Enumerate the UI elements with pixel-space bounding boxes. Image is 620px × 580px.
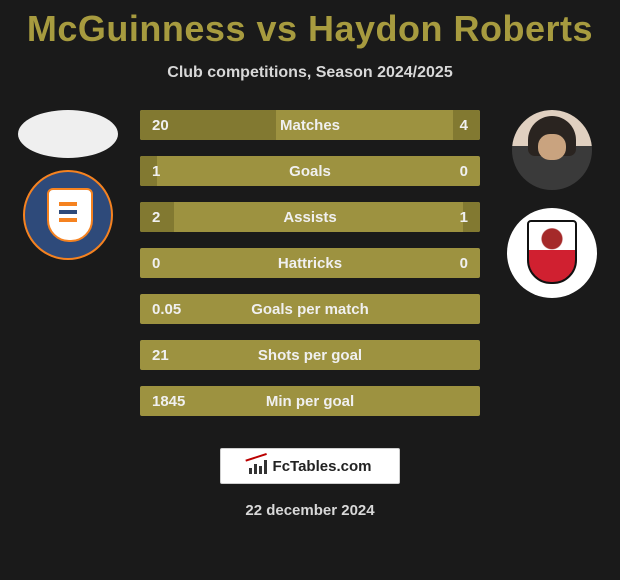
stat-bars: 20 Matches 4 1 Goals 0 2 Assists 1 0 Hattricks 0 0.0… bbox=[140, 110, 480, 432]
comparison-content: 20 Matches 4 1 Goals 0 2 Assists 1 0 Hattricks 0 0.0… bbox=[0, 110, 620, 430]
player-left-photo bbox=[18, 110, 118, 158]
stat-value-left: 0.05 bbox=[152, 301, 181, 318]
stat-value-left: 1845 bbox=[152, 393, 185, 410]
stat-value-left: 20 bbox=[152, 117, 169, 134]
stat-row: 0 Hattricks 0 bbox=[140, 248, 480, 278]
stat-value-left: 2 bbox=[152, 209, 160, 226]
stat-value-right: 0 bbox=[460, 255, 468, 272]
stat-row: 1845 Min per goal bbox=[140, 386, 480, 416]
club-badge-left bbox=[23, 170, 113, 260]
player-right-column bbox=[492, 110, 612, 298]
logo-chart-icon bbox=[249, 458, 269, 474]
stat-value-left: 1 bbox=[152, 163, 160, 180]
page-title: McGuinness vs Haydon Roberts bbox=[0, 0, 620, 50]
stat-row: 21 Shots per goal bbox=[140, 340, 480, 370]
footer-date: 22 december 2024 bbox=[0, 502, 620, 519]
stat-value-left: 21 bbox=[152, 347, 169, 364]
stat-value-right: 4 bbox=[460, 117, 468, 134]
club-badge-right bbox=[507, 208, 597, 298]
stat-value-right: 0 bbox=[460, 163, 468, 180]
stat-label: Hattricks bbox=[278, 255, 342, 272]
player-left-column bbox=[8, 110, 128, 260]
stat-label: Min per goal bbox=[266, 393, 354, 410]
site-logo: FcTables.com bbox=[220, 448, 400, 484]
stat-value-right: 1 bbox=[460, 209, 468, 226]
stat-row: 1 Goals 0 bbox=[140, 156, 480, 186]
stat-label: Matches bbox=[280, 117, 340, 134]
stat-row: 0.05 Goals per match bbox=[140, 294, 480, 324]
stat-row: 20 Matches 4 bbox=[140, 110, 480, 140]
player-right-photo bbox=[512, 110, 592, 190]
stat-label: Shots per goal bbox=[258, 347, 362, 364]
logo-text: FcTables.com bbox=[273, 458, 372, 475]
stat-value-left: 0 bbox=[152, 255, 160, 272]
subtitle: Club competitions, Season 2024/2025 bbox=[0, 64, 620, 82]
stat-row: 2 Assists 1 bbox=[140, 202, 480, 232]
stat-label: Assists bbox=[283, 209, 336, 226]
stat-label: Goals per match bbox=[251, 301, 369, 318]
stat-label: Goals bbox=[289, 163, 331, 180]
